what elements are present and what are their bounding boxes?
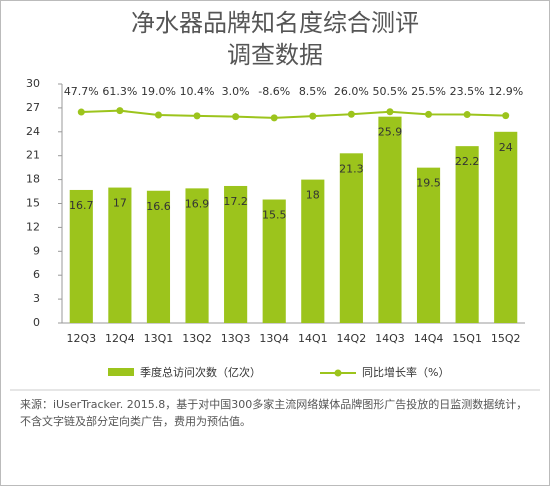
- x-tick-label: 14Q2: [337, 332, 367, 345]
- x-tick-label: 13Q3: [221, 332, 251, 345]
- bar: [378, 116, 402, 323]
- bar: [185, 188, 209, 323]
- bar-label: 15.5: [262, 209, 287, 222]
- line-label: 12.9%: [488, 85, 523, 98]
- line-marker: [232, 113, 240, 121]
- bar-label: 17.2: [223, 195, 248, 208]
- y-tick-label: 27: [26, 101, 40, 114]
- bar: [416, 167, 441, 323]
- bar: [455, 146, 479, 323]
- y-tick-label: 12: [26, 220, 40, 233]
- line-marker: [347, 110, 355, 118]
- bar-label: 18: [306, 189, 320, 202]
- bar-label: 16.9: [185, 197, 210, 210]
- legend-swatch: [334, 369, 342, 377]
- line-label: -8.6%: [258, 85, 290, 98]
- source-note: 来源：iUserTracker. 2015.8，基于对中国300多家主流网络媒体…: [20, 398, 528, 428]
- line-marker: [193, 112, 201, 120]
- line-label: 8.5%: [299, 85, 327, 98]
- line-marker: [154, 111, 162, 119]
- bar: [301, 179, 325, 323]
- legend-label: 同比增长率（%）: [362, 365, 449, 379]
- line-label: 10.4%: [180, 85, 215, 98]
- bar-label: 19.5: [416, 177, 441, 190]
- y-tick-label: 0: [33, 316, 40, 329]
- y-tick-label: 15: [26, 197, 40, 210]
- line-marker: [425, 110, 433, 118]
- bar: [108, 187, 132, 323]
- x-tick-label: 14Q3: [375, 332, 405, 345]
- bar: [339, 153, 363, 323]
- x-tick-label: 13Q2: [182, 332, 212, 345]
- line-label: 25.5%: [411, 85, 446, 98]
- line-marker: [116, 107, 124, 115]
- bar: [494, 131, 518, 323]
- line-label: 19.0%: [141, 85, 176, 98]
- line-label: 61.3%: [102, 85, 137, 98]
- x-tick-label: 13Q1: [144, 332, 174, 345]
- y-tick-label: 18: [26, 173, 40, 186]
- y-tick-label: 24: [26, 125, 40, 138]
- line-marker: [502, 112, 510, 120]
- bar-label: 21.3: [339, 162, 364, 175]
- line-label: 3.0%: [222, 85, 250, 98]
- x-tick-label: 14Q4: [414, 332, 444, 345]
- bar: [146, 190, 171, 323]
- chart-title: 调查数据: [227, 41, 323, 69]
- x-tick-label: 14Q1: [298, 332, 328, 345]
- line: [81, 109, 506, 119]
- x-tick-label: 12Q3: [66, 332, 96, 345]
- bar: [262, 199, 286, 323]
- bar-label: 25.9: [378, 126, 403, 139]
- legend-label: 季度总访问次数（亿次）: [140, 365, 261, 379]
- y-tick-label: 21: [26, 149, 40, 162]
- bar-label: 16.7: [69, 199, 94, 212]
- line-label: 50.5%: [372, 85, 407, 98]
- line-marker: [309, 112, 317, 120]
- bar-label: 17: [113, 197, 127, 210]
- x-tick-label: 15Q1: [452, 332, 482, 345]
- bar-label: 24: [499, 141, 513, 154]
- y-tick-label: 30: [26, 77, 40, 90]
- line-label: 47.7%: [64, 85, 99, 98]
- y-tick-label: 3: [33, 292, 40, 305]
- bar: [69, 189, 93, 323]
- x-tick-label: 12Q4: [105, 332, 135, 345]
- line-marker: [77, 108, 85, 116]
- y-tick-label: 6: [33, 268, 40, 281]
- bar-label: 16.6: [146, 200, 171, 213]
- y-tick-label: 9: [33, 244, 40, 257]
- bar-label: 22.2: [455, 155, 480, 168]
- x-tick-label: 13Q4: [259, 332, 289, 345]
- line-label: 26.0%: [334, 85, 369, 98]
- line-label: 23.5%: [450, 85, 485, 98]
- line-marker: [463, 111, 471, 119]
- line-marker: [386, 108, 394, 116]
- bar: [224, 185, 248, 323]
- legend-swatch: [108, 368, 134, 376]
- x-tick-label: 15Q2: [491, 332, 521, 345]
- line-marker: [270, 114, 278, 122]
- chart-title: 净水器品牌知名度综合测评: [131, 9, 419, 37]
